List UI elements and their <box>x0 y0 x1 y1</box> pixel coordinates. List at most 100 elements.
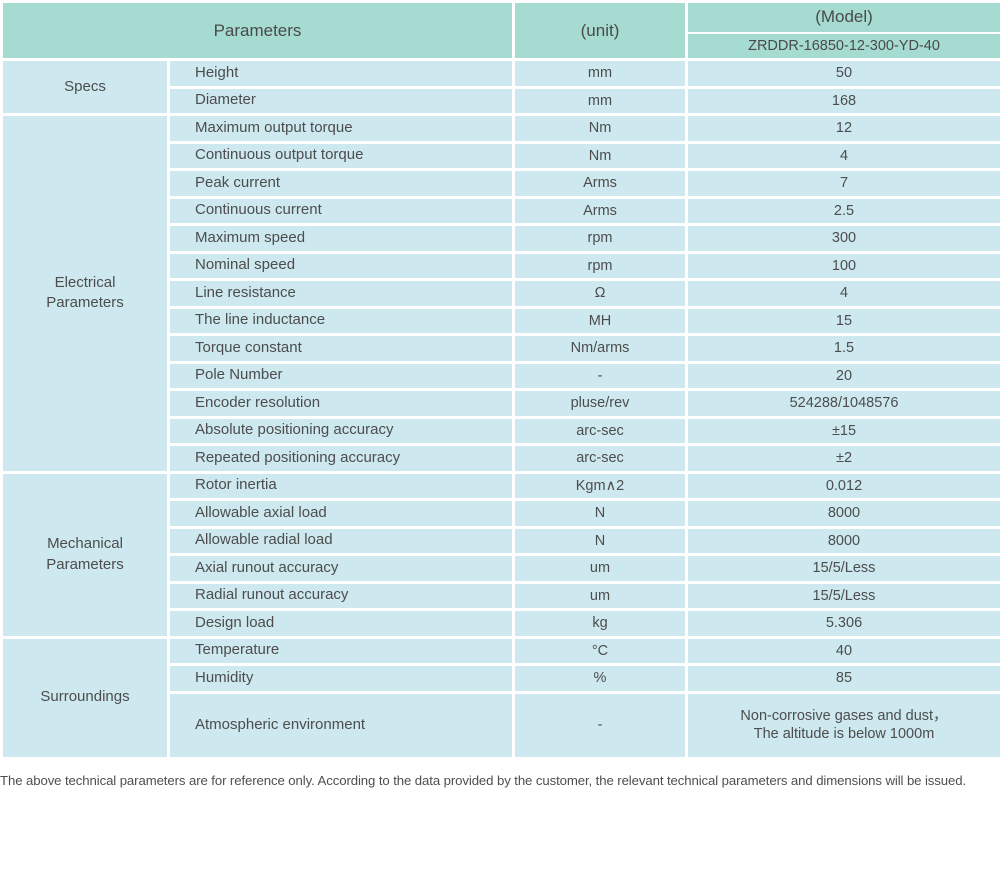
param-name-cell: Rotor inertia <box>167 470 515 501</box>
group-cell: Mechanical Parameters <box>0 470 170 639</box>
table-row: Encoder resolution pluse/rev 524288/104857… <box>2 388 1000 419</box>
param-name-cell: Allowable radial load <box>167 525 515 556</box>
table-row: Allowable axial load N 8000 <box>2 498 1000 529</box>
value-cell: 2.5 <box>685 195 1000 226</box>
param-name-cell: Nominal speed <box>167 250 515 281</box>
value-cell: 1.5 <box>685 333 1000 364</box>
unit-cell: - <box>512 690 688 760</box>
value-cell: 4 <box>685 140 1000 171</box>
param-name-cell: The line inductance <box>167 305 515 336</box>
param-name-cell: Continuous output torque <box>167 140 515 171</box>
footer-note: The above technical parameters are for r… <box>0 772 967 788</box>
value-cell: 15/5/Less <box>685 580 1000 611</box>
unit-cell: Arms <box>512 195 688 226</box>
unit-cell: arc-sec <box>512 443 688 474</box>
unit-cell: kg <box>512 608 688 639</box>
table-row: Humidity% 85 <box>2 663 1000 694</box>
value-cell: 300 <box>685 223 1000 254</box>
table-row: Pole Number -20 <box>2 360 1000 391</box>
unit-cell: arc-sec <box>512 415 688 446</box>
value-cell: 5.306 <box>685 608 1000 639</box>
param-name-cell: Maximum speed <box>167 223 515 254</box>
param-name-cell: Temperature <box>167 635 515 666</box>
header-model: (Model) <box>685 0 1000 34</box>
param-name-cell: Design load <box>167 608 515 639</box>
unit-cell: Arms <box>512 168 688 199</box>
unit-cell: - <box>512 360 688 391</box>
table-row: Mechanical Parameters Rotor inertia Kgm∧2 0… <box>0 470 1000 639</box>
value-cell: 15 <box>685 305 1000 336</box>
unit-cell: MH <box>512 305 688 336</box>
header-unit: (unit) <box>512 0 688 61</box>
unit-cell: % <box>512 663 688 694</box>
value-cell: 15/5/Less <box>685 553 1000 584</box>
param-name-cell: Maximum output torque <box>167 113 515 144</box>
param-name-cell: Atmospheric environment <box>167 690 515 760</box>
unit-cell: Nm <box>512 140 688 171</box>
value-cell: ±15 <box>685 415 1000 446</box>
table-header: Parameters (unit) (Model) ZRDDR-16850-12… <box>0 0 1000 61</box>
value-cell: 12 <box>685 113 1000 144</box>
table-row: Continuous current Arms 2.5 <box>2 195 1000 226</box>
table-row: Line resistance Ω 4 <box>2 278 1000 309</box>
unit-cell: °C <box>512 635 688 666</box>
param-name-cell: Repeated positioning accuracy <box>167 443 515 474</box>
param-name-cell: Height <box>167 58 515 89</box>
table-row: Nominal speed rpm 100 <box>2 250 1000 281</box>
table-row: Surroundings Temperature °C 40 <box>0 635 1000 760</box>
value-cell: 524288/1048576 <box>685 388 1000 419</box>
table-body: Specs Height mm 50 Diameter mm 168 Electrical P… <box>0 58 1000 760</box>
group-cell: Specs <box>0 58 170 116</box>
value-cell: 100 <box>685 250 1000 281</box>
unit-cell: pluse/rev <box>512 388 688 419</box>
value-cell: 20 <box>685 360 1000 391</box>
unit-cell: rpm <box>512 223 688 254</box>
param-name-cell: Absolute positioning accuracy <box>167 415 515 446</box>
table-row: Specs Height mm 50 <box>0 58 1000 116</box>
value-cell: 50 <box>685 58 1000 89</box>
unit-cell: mm <box>512 85 688 116</box>
unit-cell: N <box>512 498 688 529</box>
table-row: Axial runout accuracy um 15/5/Less <box>2 553 1000 584</box>
param-name-cell: Peak current <box>167 168 515 199</box>
param-name-cell: Axial runout accuracy <box>167 553 515 584</box>
spec-sheet: Parameters (unit) (Model) ZRDDR-16850-12… <box>0 0 1000 788</box>
table-row: Atmospheric environment - Non-corrosive ga… <box>2 690 1000 760</box>
unit-cell: N <box>512 525 688 556</box>
param-name-cell: Pole Number <box>167 360 515 391</box>
unit-cell: Nm/arms <box>512 333 688 364</box>
table-row: Continuous output torque Nm 4 <box>2 140 1000 171</box>
value-cell: 8000 <box>685 525 1000 556</box>
unit-cell: um <box>512 580 688 611</box>
unit-cell: rpm <box>512 250 688 281</box>
value-cell: 0.012 <box>685 470 1000 501</box>
group-cell: Electrical Parameters <box>0 113 170 474</box>
unit-cell: Ω <box>512 278 688 309</box>
table-row: Absolute positioning accuracy arc-sec ±15 <box>2 415 1000 446</box>
table-row: Repeated positioning accuracy arc-sec ±2 <box>2 443 1000 474</box>
unit-cell: Nm <box>512 113 688 144</box>
value-cell: 40 <box>685 635 1000 666</box>
param-name-cell: Torque constant <box>167 333 515 364</box>
param-name-cell: Humidity <box>167 663 515 694</box>
group-cell: Surroundings <box>0 635 170 760</box>
value-cell: 7 <box>685 168 1000 199</box>
unit-cell: um <box>512 553 688 584</box>
header-parameters: Parameters <box>0 0 515 61</box>
table-row: Allowable radial load N 8000 <box>2 525 1000 556</box>
unit-cell: Kgm∧2 <box>512 470 688 501</box>
param-name-cell: Diameter <box>167 85 515 116</box>
value-cell: 4 <box>685 278 1000 309</box>
table-row: Torque constant Nm/arms 1.5 <box>2 333 1000 364</box>
value-cell: 8000 <box>685 498 1000 529</box>
table-row: Maximum speed rpm 300 <box>2 223 1000 254</box>
table-row: Peak current Arms 7 <box>2 168 1000 199</box>
parameters-table: Parameters (unit) (Model) ZRDDR-16850-12… <box>0 0 1000 760</box>
param-name-cell: Allowable axial load <box>167 498 515 529</box>
value-cell: 85 <box>685 663 1000 694</box>
param-name-cell: Continuous current <box>167 195 515 226</box>
table-row: Diameter mm 168 <box>2 85 1000 116</box>
value-cell: Non-corrosive gases and dust， The altitu… <box>685 690 1000 760</box>
param-name-cell: Radial runout accuracy <box>167 580 515 611</box>
unit-cell: mm <box>512 58 688 89</box>
